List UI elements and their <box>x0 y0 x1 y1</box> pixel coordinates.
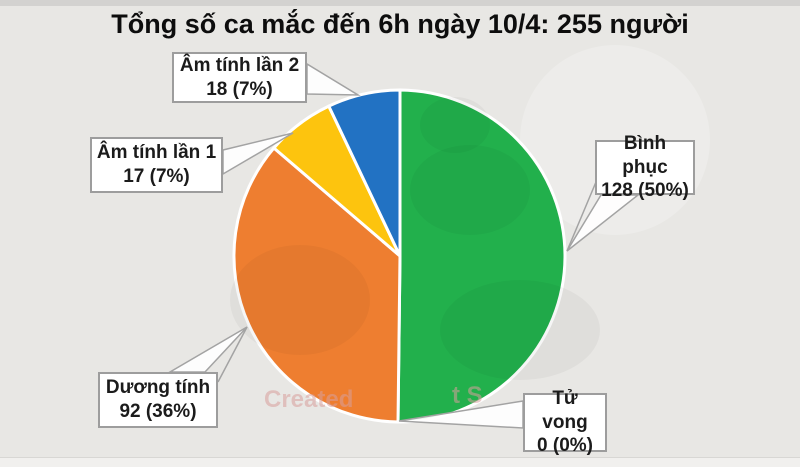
slice-label: Tử vong <box>542 387 588 433</box>
backdrop-blob <box>440 280 600 380</box>
slice-value: 0 (0%) <box>537 435 593 457</box>
backdrop-blob <box>230 245 370 355</box>
slice-label: Dương tính <box>105 377 211 399</box>
slice-value: 128 (50%) <box>601 180 689 202</box>
label-box-tu-vong: Tử vong 0 (0%) <box>523 388 607 456</box>
bottom-border-strip <box>0 457 800 467</box>
pie-slice-am-tinh-lan-2 <box>327 88 402 258</box>
leader-am-tinh-lan-2 <box>306 62 361 96</box>
backdrop-blob <box>410 145 530 235</box>
leader-binh-phuc <box>566 194 641 252</box>
slice-value: 17 (7%) <box>123 166 190 187</box>
slice-value: 18 (7%) <box>206 78 273 100</box>
label-box-am-tinh-lan-2: Âm tính lần 2 18 (7%) <box>172 52 307 103</box>
slice-value: 92 (36%) <box>119 401 197 422</box>
label-box-duong-tinh: Dương tính 92 (36%) <box>98 372 218 428</box>
leader-binh-phuc-line <box>566 181 597 252</box>
backdrop-blob <box>420 97 490 153</box>
pie-slice-binh-phuc <box>396 88 567 424</box>
slice-label: Âm tính lần 2 <box>179 54 300 76</box>
label-box-am-tinh-lan-1: Âm tính lần 1 17 (7%) <box>90 137 223 193</box>
leader-duong-tinh-line <box>217 326 248 383</box>
leader-am-tinh-lan-1 <box>222 132 294 176</box>
pie-slice-duong-tinh <box>232 146 402 424</box>
slice-label: Bình phục <box>622 132 668 178</box>
top-border-strip <box>0 0 800 6</box>
label-box-binh-phuc: Bình phục 128 (50%) <box>595 133 695 201</box>
chart-title: Tổng số ca mắc đến 6h ngày 10/4: 255 ngư… <box>111 9 689 39</box>
slice-label: Âm tính lần 1 <box>96 142 217 164</box>
